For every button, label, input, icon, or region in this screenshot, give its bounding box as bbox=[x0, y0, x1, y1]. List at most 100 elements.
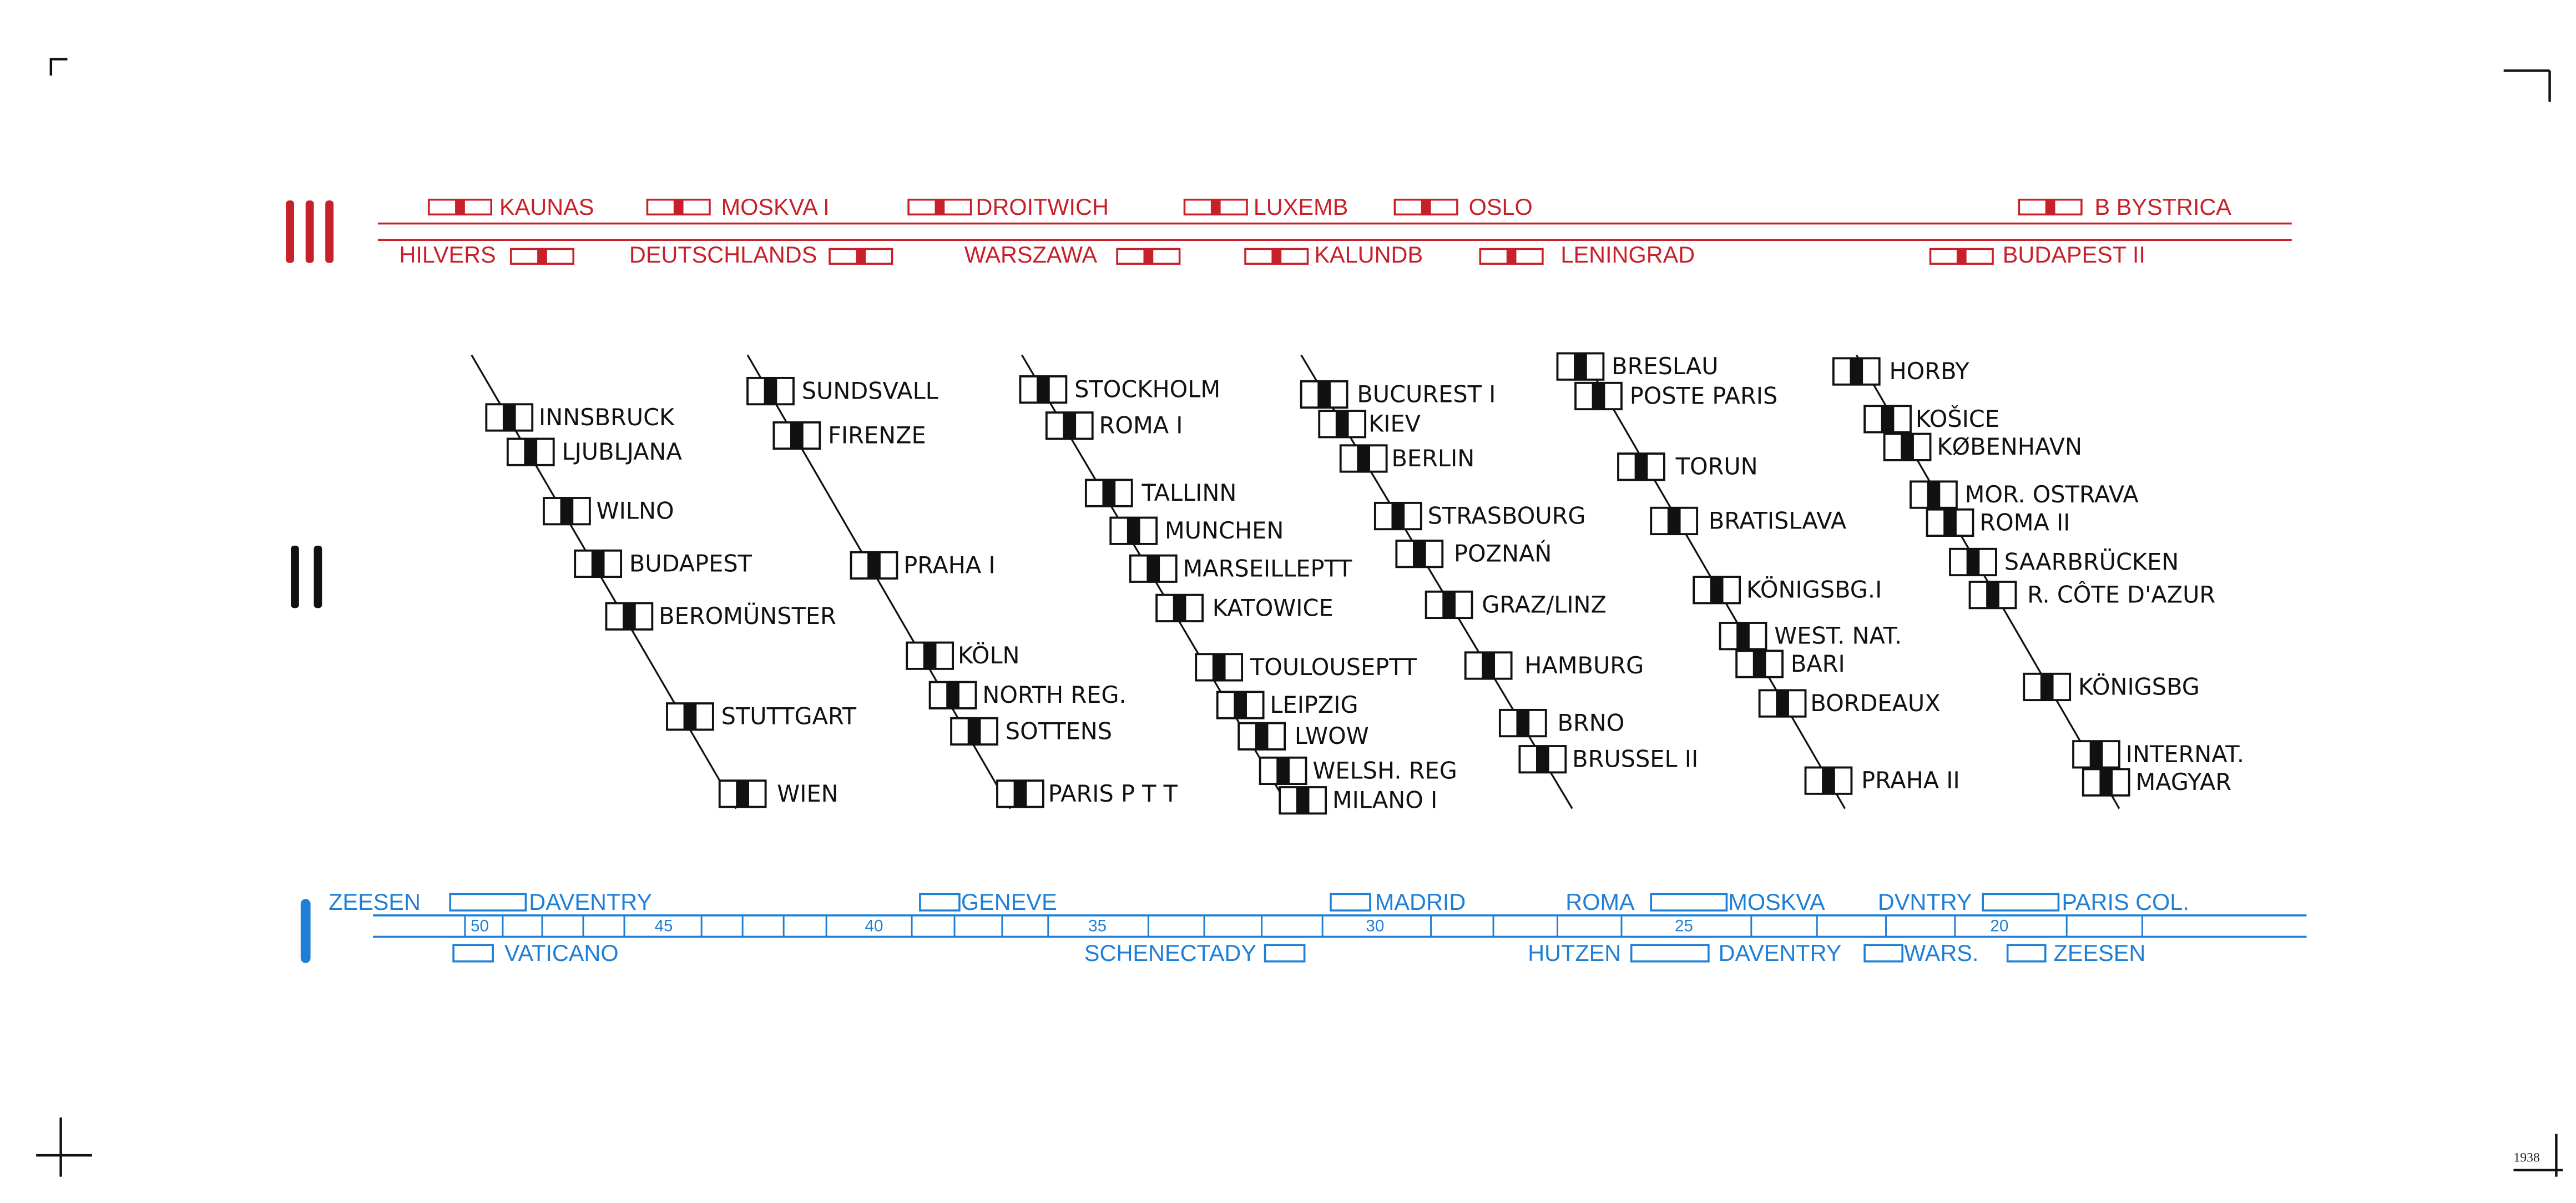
station-label: KØBENHAVN bbox=[1937, 434, 2082, 460]
station-label: BRATISLAVA bbox=[1709, 507, 1846, 534]
station-marker bbox=[790, 422, 804, 449]
station-marker bbox=[1901, 434, 1914, 460]
station-marker bbox=[1927, 481, 1941, 508]
station-label: NORTH REG. bbox=[982, 682, 1126, 708]
station-marker bbox=[2045, 199, 2055, 215]
station-marker bbox=[2099, 769, 2113, 796]
station-marker bbox=[1412, 540, 1426, 567]
station-label: MOSKVA I bbox=[721, 194, 830, 220]
station-label: KATOWICE bbox=[1213, 595, 1334, 621]
station-label: LJUBLJANA bbox=[562, 439, 682, 465]
station-marker bbox=[1234, 692, 1247, 718]
station-label: HUTZEN bbox=[1528, 940, 1621, 966]
corner-mark bbox=[49, 58, 68, 76]
station-label: ZEESEN bbox=[2054, 940, 2146, 966]
station-label: GRAZ/LINZ bbox=[1482, 591, 1607, 618]
band-iii-mark bbox=[286, 200, 334, 263]
station-marker bbox=[1276, 757, 1290, 784]
station-label: MADRID bbox=[1375, 889, 1466, 915]
station-label: TOULOUSEPTT bbox=[1250, 654, 1417, 681]
station-label: INTERNAT. bbox=[2126, 741, 2244, 768]
scale-number: 30 bbox=[1366, 917, 1384, 935]
station-box bbox=[452, 944, 494, 963]
corner-mark bbox=[36, 1118, 92, 1177]
station-label: MOR. OSTRAVA bbox=[1965, 481, 2139, 508]
station-label: DAVENTRY bbox=[529, 889, 652, 915]
station-label: STUTTGART bbox=[721, 703, 857, 730]
station-marker bbox=[1335, 411, 1349, 437]
station-marker bbox=[736, 781, 749, 807]
station-label: BEROMÜNSTER bbox=[659, 603, 836, 630]
year: 1938 bbox=[2513, 1151, 2539, 1165]
station-marker bbox=[1442, 591, 1456, 618]
station-marker bbox=[1516, 709, 1530, 737]
station-label: LEIPZIG bbox=[1270, 692, 1358, 718]
station-marker bbox=[1506, 249, 1517, 264]
station-label: WARSZAWA bbox=[964, 241, 1098, 268]
station-marker bbox=[946, 682, 959, 708]
station-label: SUNDSVALL bbox=[802, 378, 938, 405]
station-label: LENINGRAD bbox=[1560, 241, 1695, 268]
station-marker bbox=[1752, 651, 1766, 677]
station-box bbox=[2006, 944, 2047, 963]
station-label: OSLO bbox=[1469, 194, 1533, 220]
station-label: R. CÔTE D'AZUR bbox=[2027, 582, 2215, 608]
scale-number: 50 bbox=[471, 917, 489, 935]
station-label: KÖNIGSBG bbox=[2078, 673, 2200, 700]
band-bar bbox=[305, 200, 314, 263]
station-label: PARIS P T T bbox=[1048, 781, 1178, 807]
station-box bbox=[1650, 893, 1728, 912]
station-label: TALLINN bbox=[1141, 480, 1237, 506]
band-i-mark bbox=[300, 899, 311, 963]
station-marker bbox=[2040, 673, 2054, 701]
station-label: ROMA bbox=[1565, 889, 1635, 915]
station-label: ZEESEN bbox=[329, 889, 421, 915]
station-marker bbox=[1536, 746, 1549, 773]
scale-number: 40 bbox=[865, 917, 883, 935]
station-marker bbox=[1634, 454, 1648, 480]
scale-number: 35 bbox=[1088, 917, 1107, 935]
station-label: KAUNAS bbox=[499, 194, 594, 220]
station-label: PRAHA I bbox=[903, 552, 995, 578]
station-marker bbox=[1482, 652, 1496, 679]
station-label: B BYSTRICA bbox=[2095, 194, 2232, 220]
station-label: WEST. NAT. bbox=[1774, 623, 1902, 650]
station-label: ROMA II bbox=[1979, 509, 2070, 536]
station-marker bbox=[623, 603, 636, 630]
station-box bbox=[1630, 944, 1710, 963]
station-label: WILNO bbox=[597, 498, 674, 525]
station-marker bbox=[1736, 622, 1750, 650]
station-marker bbox=[1592, 382, 1605, 410]
station-box bbox=[1264, 944, 1306, 963]
station-label: BORDEAUX bbox=[1810, 690, 1940, 717]
station-label: BRNO bbox=[1558, 710, 1625, 737]
station-marker bbox=[1037, 376, 1050, 403]
station-marker bbox=[1143, 249, 1154, 264]
station-label: ROMA I bbox=[1099, 412, 1183, 439]
station-marker bbox=[1943, 509, 1957, 536]
station-marker bbox=[1146, 555, 1160, 582]
station-marker bbox=[1574, 353, 1587, 380]
station-label: BRESLAU bbox=[1612, 353, 1718, 380]
station-marker bbox=[1013, 781, 1027, 807]
station-marker bbox=[935, 199, 945, 215]
station-marker bbox=[537, 249, 547, 264]
station-marker bbox=[1271, 249, 1282, 264]
station-label: LUXEMB bbox=[1254, 194, 1348, 220]
station-marker bbox=[1102, 480, 1116, 506]
station-label: BUDAPEST II bbox=[2003, 241, 2145, 268]
station-label: PARIS COL. bbox=[2062, 889, 2189, 915]
station-marker bbox=[1822, 767, 1835, 794]
station-marker bbox=[1421, 199, 1431, 215]
station-marker bbox=[1667, 507, 1681, 535]
station-label: BUDAPEST bbox=[629, 550, 752, 577]
station-label: LWOW bbox=[1295, 723, 1369, 749]
station-marker bbox=[673, 199, 684, 215]
station-marker bbox=[1212, 654, 1226, 681]
station-label: MOSKVA bbox=[1728, 889, 1825, 915]
station-label: WARS. bbox=[1904, 940, 1978, 966]
station-label: WIEN bbox=[777, 781, 838, 807]
station-label: BARI bbox=[1791, 651, 1845, 677]
corner-mark bbox=[2503, 69, 2551, 102]
